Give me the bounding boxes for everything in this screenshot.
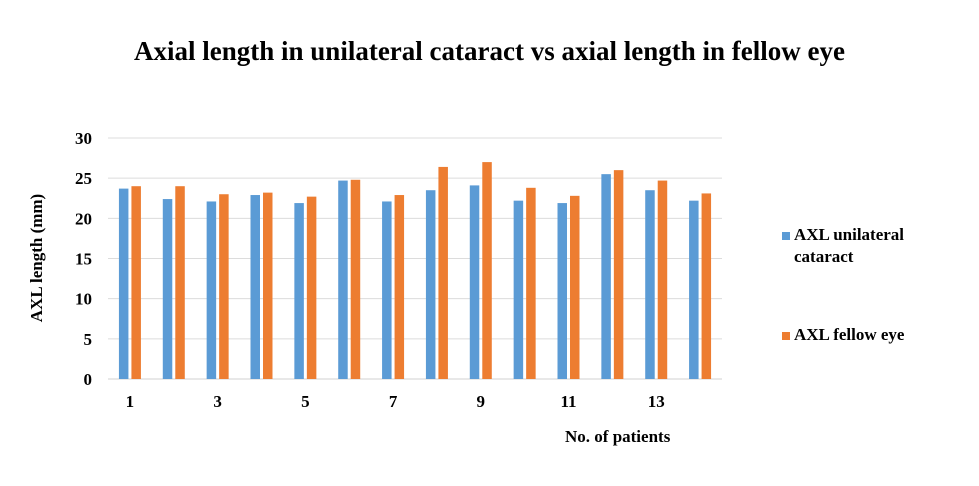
bar-fellow-eye-9 (482, 162, 492, 379)
legend-label-fellow-eye: AXL fellow eye (794, 325, 905, 344)
bar-unilateral-5 (294, 203, 304, 379)
y-tick-label: 20 (75, 209, 92, 228)
bars (118, 162, 712, 379)
bar-unilateral-11 (557, 203, 567, 379)
x-tick-label: 9 (477, 392, 486, 411)
bar-unilateral-4 (250, 195, 260, 379)
bar-unilateral-13 (645, 190, 655, 379)
legend-label-unilateral-line2: cataract (794, 247, 854, 266)
y-tick-label: 0 (84, 370, 93, 389)
bar-unilateral-6 (338, 180, 348, 379)
bar-fellow-eye-2 (175, 186, 185, 379)
legend-item-unilateral: AXL unilateral cataract (782, 224, 944, 268)
legend-item-fellow-eye: AXL fellow eye (782, 324, 944, 346)
x-axis-label: No. of patients (565, 427, 671, 446)
y-tick-label: 5 (84, 330, 93, 349)
y-tick-label: 30 (75, 129, 92, 148)
bar-fellow-eye-10 (526, 187, 536, 379)
x-tick-label: 5 (301, 392, 310, 411)
legend-label-unilateral-line1: AXL unilateral (794, 225, 905, 244)
bar-unilateral-9 (469, 185, 480, 379)
bar-unilateral-1 (118, 188, 129, 379)
x-tick-label: 13 (648, 392, 665, 411)
bar-unilateral-10 (513, 200, 524, 379)
y-tick-label: 25 (75, 169, 92, 188)
x-tick-label: 1 (126, 392, 135, 411)
y-tick-labels: 0 5 10 15 20 25 30 (75, 129, 92, 389)
bar-fellow-eye-13 (657, 180, 668, 379)
bar-unilateral-7 (382, 201, 392, 379)
legend-swatch-fellow-eye (782, 332, 790, 340)
bar-fellow-eye-5 (306, 196, 317, 379)
legend-swatch-unilateral (782, 232, 790, 240)
bar-unilateral-2 (162, 199, 173, 379)
bar-fellow-eye-4 (263, 192, 273, 379)
x-tick-label: 3 (213, 392, 222, 411)
y-tick-label: 10 (75, 290, 92, 309)
bar-unilateral-14 (689, 200, 699, 379)
x-tick-label: 11 (560, 392, 576, 411)
bar-fellow-eye-3 (219, 194, 229, 379)
bar-unilateral-3 (206, 201, 217, 379)
y-tick-label: 15 (75, 250, 92, 269)
bar-fellow-eye-7 (394, 195, 405, 379)
chart-title: Axial length in unilateral cataract vs a… (134, 36, 845, 66)
x-tick-labels: 1 3 5 7 9 11 13 (126, 392, 665, 411)
bar-unilateral-8 (425, 190, 436, 379)
bar-unilateral-12 (601, 174, 611, 379)
gridlines (108, 137, 722, 380)
bar-fellow-eye-1 (131, 186, 141, 379)
bar-fellow-eye-14 (701, 193, 712, 379)
bar-fellow-eye-11 (570, 195, 580, 379)
bar-fellow-eye-8 (438, 166, 448, 379)
bar-fellow-eye-12 (613, 170, 624, 379)
bar-fellow-eye-6 (350, 179, 361, 379)
x-tick-label: 7 (389, 392, 398, 411)
